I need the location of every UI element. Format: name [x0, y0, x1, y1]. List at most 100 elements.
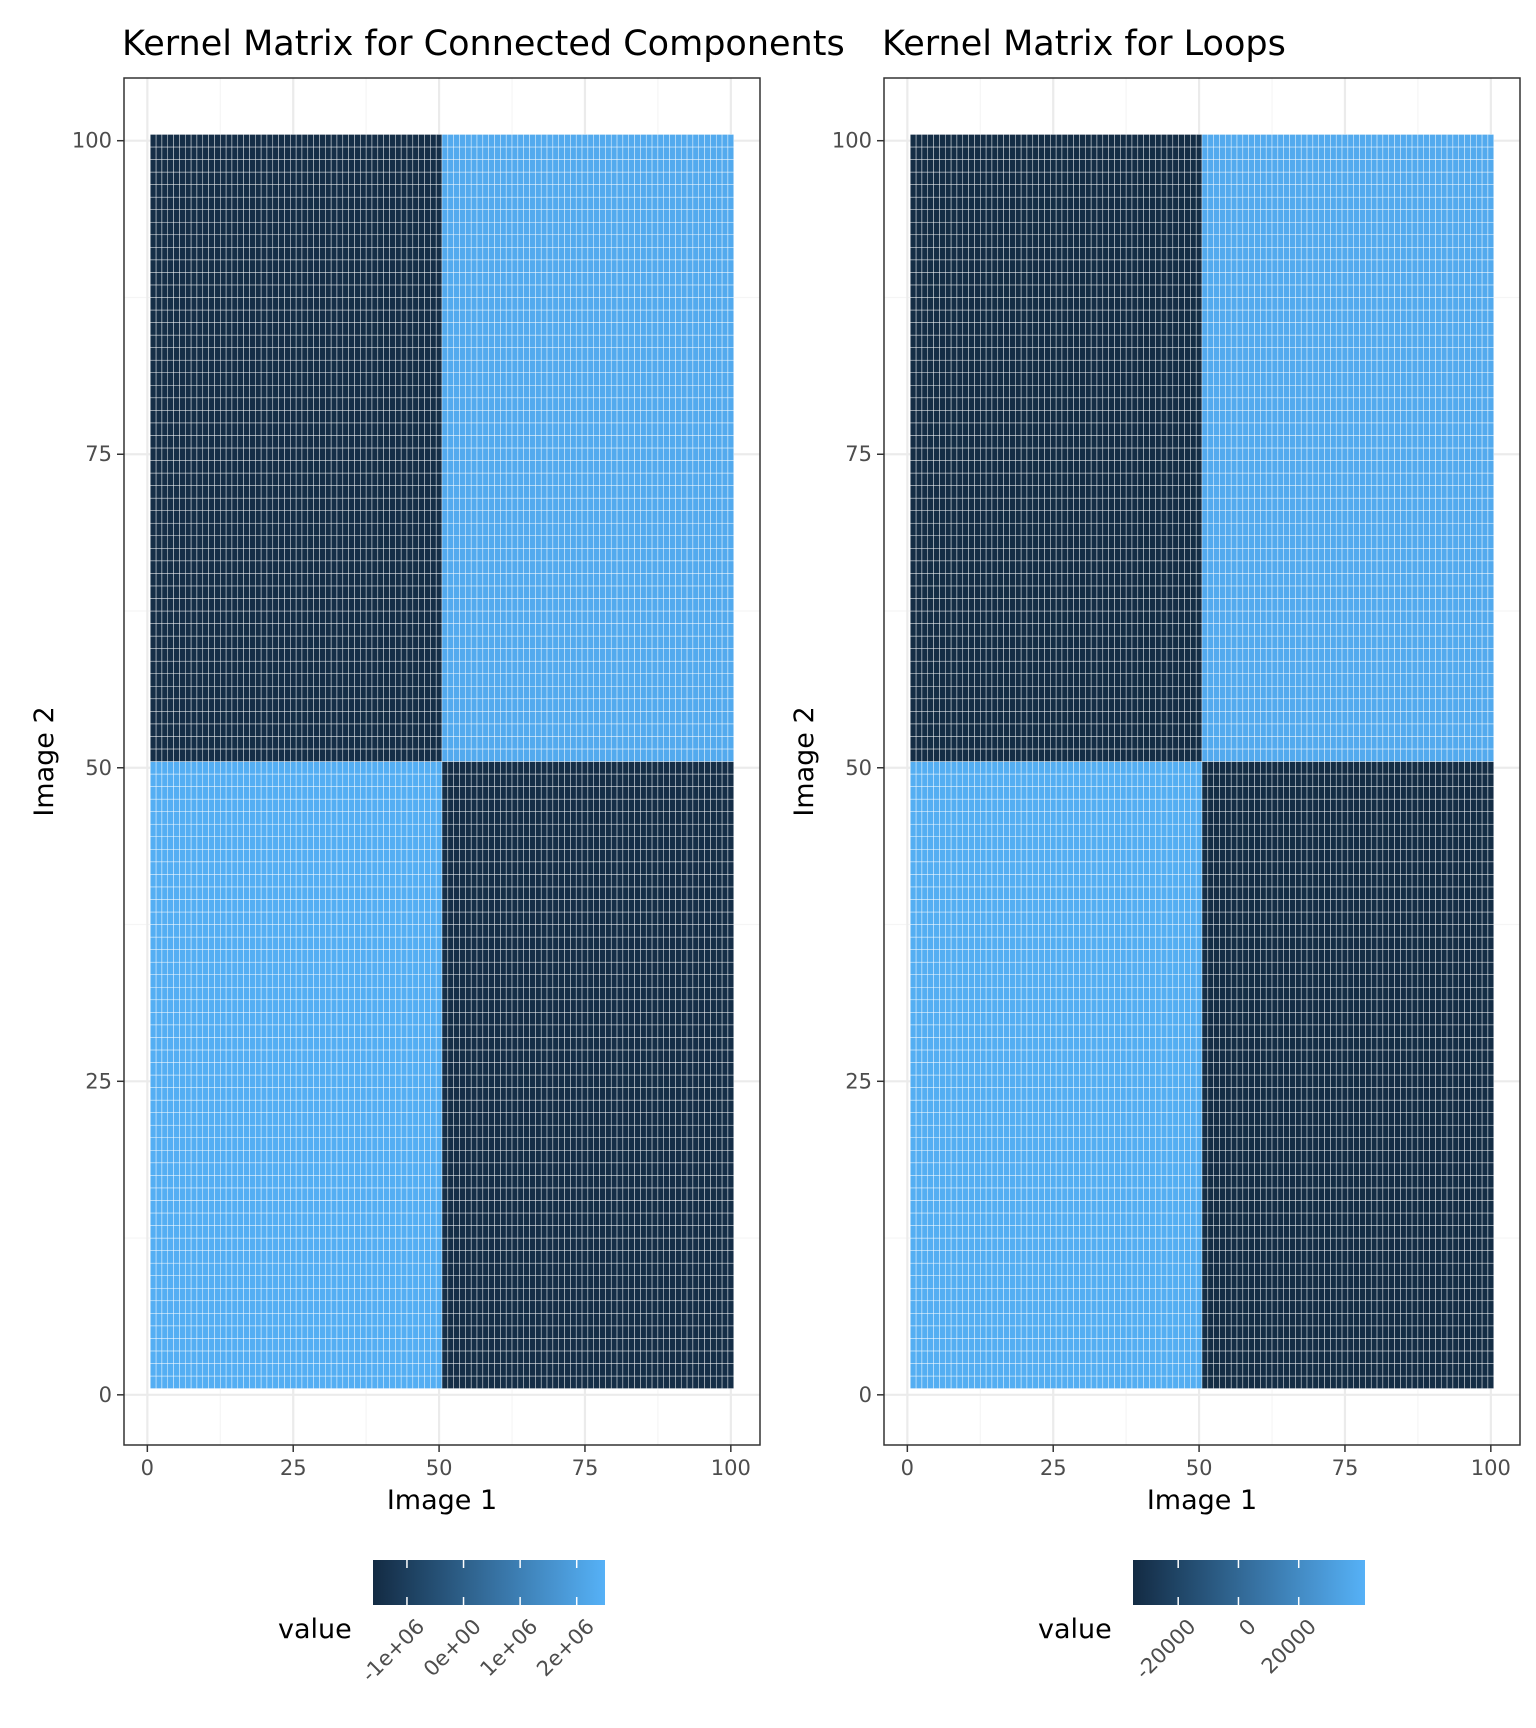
heatmap-cell — [162, 749, 168, 762]
heatmap-cell — [244, 586, 250, 599]
heatmap-cell — [185, 373, 191, 386]
heatmap-cell — [366, 1288, 372, 1301]
heatmap-cell — [349, 774, 355, 787]
heatmap-cell — [308, 824, 314, 837]
heatmap-cell — [232, 1188, 238, 1201]
heatmap-cell — [174, 385, 180, 398]
heatmap-cell — [191, 649, 197, 662]
heatmap-cell — [249, 1138, 255, 1151]
heatmap-cell — [191, 1037, 197, 1050]
heatmap-cell — [150, 1025, 156, 1038]
heatmap-cell — [308, 1251, 314, 1264]
heatmap-cell — [296, 1088, 302, 1101]
heatmap-cell — [296, 1175, 302, 1188]
heatmap-cell — [209, 636, 215, 649]
heatmap-cell — [354, 636, 360, 649]
heatmap-cell — [203, 185, 209, 198]
heatmap-cell — [203, 586, 209, 599]
heatmap-cell — [343, 624, 349, 637]
heatmap-cell — [290, 160, 296, 173]
heatmap-cell — [360, 1338, 366, 1351]
heatmap-cell — [325, 674, 331, 687]
heatmap-cell — [349, 222, 355, 235]
heatmap-cell — [162, 1138, 168, 1151]
heatmap-cell — [232, 1338, 238, 1351]
heatmap-cell — [150, 1376, 156, 1389]
heatmap-cell — [354, 925, 360, 938]
heatmap-cell — [162, 1276, 168, 1289]
heatmap-cell — [360, 849, 366, 862]
heatmap-cell — [191, 699, 197, 712]
heatmap-cell — [150, 899, 156, 912]
heatmap-cell — [267, 1138, 273, 1151]
heatmap-cell — [232, 147, 238, 160]
heatmap-cell — [302, 912, 308, 925]
heatmap-cell — [302, 1037, 308, 1050]
heatmap-cell — [360, 210, 366, 223]
heatmap-cell — [290, 711, 296, 724]
heatmap-cell — [308, 1276, 314, 1289]
heatmap-cell — [150, 1188, 156, 1201]
heatmap-cell — [209, 548, 215, 561]
heatmap-cell — [179, 1238, 185, 1251]
heatmap-cell — [214, 410, 220, 423]
heatmap-cell — [319, 272, 325, 285]
heatmap-cell — [296, 849, 302, 862]
heatmap-cell — [179, 210, 185, 223]
heatmap-cell — [255, 1288, 261, 1301]
heatmap-cell — [331, 1276, 337, 1289]
heatmap-cell — [255, 1338, 261, 1351]
heatmap-cell — [197, 185, 203, 198]
heatmap-cell — [354, 824, 360, 837]
heatmap-cell — [349, 197, 355, 210]
heatmap-cell — [319, 561, 325, 574]
heatmap-cell — [325, 1288, 331, 1301]
heatmap-cell — [209, 448, 215, 461]
heatmap-cell — [168, 674, 174, 687]
heatmap-cell — [284, 874, 290, 887]
heatmap-cell — [354, 1075, 360, 1088]
heatmap-cell — [214, 523, 220, 536]
heatmap-cell — [232, 812, 238, 825]
heatmap-cell — [174, 235, 180, 248]
heatmap-cell — [319, 1288, 325, 1301]
heatmap-cell — [174, 335, 180, 348]
heatmap-cell — [314, 899, 320, 912]
heatmap-cell — [284, 661, 290, 674]
heatmap-cell — [244, 1075, 250, 1088]
heatmap-cell — [343, 862, 349, 875]
heatmap-cell — [226, 185, 232, 198]
heatmap-cell — [273, 899, 279, 912]
heatmap-cell — [354, 762, 360, 775]
heatmap-cell — [150, 1163, 156, 1176]
heatmap-cell — [156, 197, 162, 210]
heatmap-cell — [238, 799, 244, 812]
heatmap-cell — [156, 523, 162, 536]
heatmap-cell — [191, 1238, 197, 1251]
heatmap-cell — [296, 611, 302, 624]
heatmap-cell — [191, 724, 197, 737]
heatmap-cell — [343, 686, 349, 699]
heatmap-cell — [325, 1188, 331, 1201]
heatmap-cell — [308, 812, 314, 825]
heatmap-cell — [232, 1276, 238, 1289]
heatmap-cell — [290, 548, 296, 561]
heatmap-cell — [354, 1276, 360, 1289]
heatmap-cell — [349, 874, 355, 887]
heatmap-cell — [349, 160, 355, 173]
heatmap-cell — [337, 636, 343, 649]
heatmap-cell — [325, 799, 331, 812]
heatmap-cell — [214, 160, 220, 173]
heatmap-cell — [284, 360, 290, 373]
heatmap-cell — [314, 1012, 320, 1025]
heatmap-cell — [174, 348, 180, 361]
heatmap-cell — [238, 812, 244, 825]
heatmap-cell — [308, 172, 314, 185]
heatmap-cell — [203, 1050, 209, 1063]
heatmap-cell — [308, 1000, 314, 1013]
heatmap-cell — [179, 197, 185, 210]
heatmap-cell — [220, 699, 226, 712]
heatmap-cell — [238, 247, 244, 260]
heatmap-cell — [185, 561, 191, 574]
heatmap-cell — [337, 272, 343, 285]
